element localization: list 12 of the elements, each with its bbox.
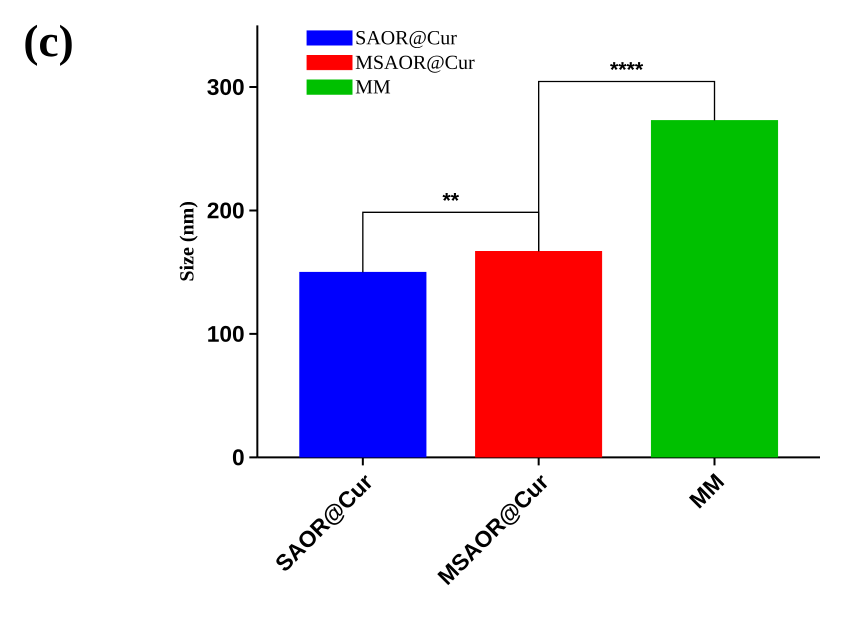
text: (c)	[25, 24, 72, 66]
legend-label: MSAOR@Cur	[356, 56, 475, 73]
y-axis-title: Size (nm)	[180, 202, 198, 281]
y-tick-label: 0	[232, 449, 244, 466]
y-tick-label: 300	[207, 79, 244, 96]
y-tick-label: 100	[208, 326, 244, 342]
x-tick-label: MM	[688, 473, 724, 509]
y-tick-label: 200	[208, 202, 244, 219]
annotation: ****	[610, 62, 644, 70]
annotation: **	[442, 192, 460, 201]
legend-label: MM	[356, 80, 390, 94]
legend-label: SAOR@Cur	[356, 30, 457, 48]
